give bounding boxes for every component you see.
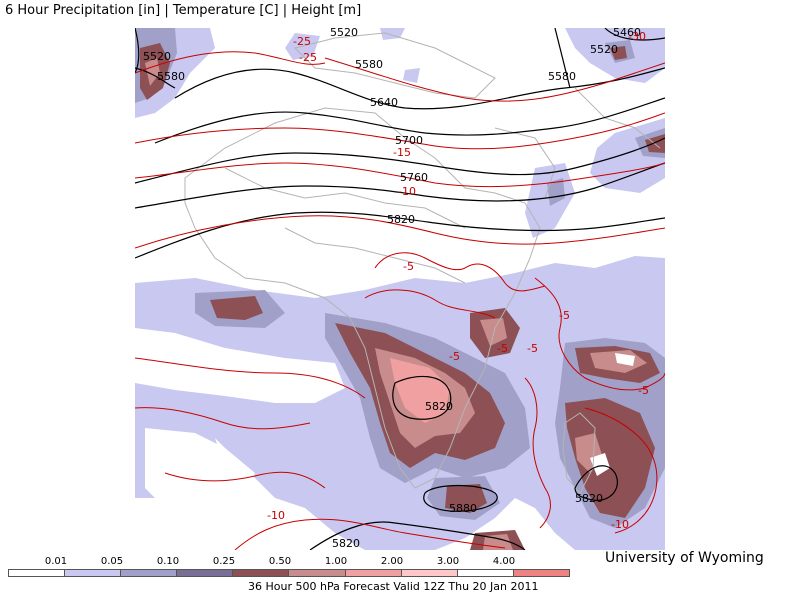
height-label: 5640 [370,96,398,109]
height-label: 5760 [400,171,428,184]
height-label: 5520 [330,28,358,39]
temperature-label: -25 [299,51,317,64]
legend-swatch [121,570,178,576]
temperature-contours [135,51,665,550]
legend-swatch [289,570,346,576]
temperature-label: -25 [293,35,311,48]
temperature-label: -15 [393,146,411,159]
legend-swatch [457,570,514,576]
legend-swatch [233,570,290,576]
legend-swatch [401,570,458,576]
height-label: 5460 [613,28,641,39]
legend-label: 0.50 [268,556,292,567]
forecast-valid-label: 36 Hour 500 hPa Forecast Valid 12Z Thu 2… [248,580,539,593]
height-label: 5880 [449,502,477,515]
legend-label: 0.25 [212,556,236,567]
temperature-label: -30 [628,30,646,43]
legend-swatch [513,570,569,576]
precipitation-field [135,28,665,550]
height-label: 5580 [355,58,383,71]
legend-labels: 0.01 0.05 0.10 0.25 0.50 1.00 2.00 3.00 … [8,556,568,568]
legend-label: 0.01 [44,556,68,567]
height-contours [135,28,665,550]
height-label: 5820 [387,213,415,226]
temperature-label: -5 [559,309,570,322]
temperature-label: -5 [527,342,538,355]
legend-label: 1.00 [324,556,348,567]
temperature-label: -10 [267,509,285,522]
legend-swatch [345,570,402,576]
height-label: 5580 [548,70,576,83]
height-label: 5580 [157,70,185,83]
credit-label: University of Wyoming [605,550,764,566]
legend-label: 2.00 [380,556,404,567]
temperature-label: -5 [638,384,649,397]
temperature-labels: -25 -25 -30 -15 -10 -5 -5 -5 -5 -5 -5 -1… [267,30,649,531]
temperature-label: -10 [398,185,416,198]
legend-swatch [177,570,234,576]
temperature-label: -5 [497,342,508,355]
forecast-map: 5520 5580 5520 5460 5520 5580 5580 5640 … [135,28,665,550]
legend-swatch [65,570,122,576]
height-label: 5820 [332,537,360,550]
height-label: 5520 [143,50,171,63]
temperature-label: -5 [403,260,414,273]
legend-swatch [9,570,66,576]
height-label: 5700 [395,134,423,147]
height-labels: 5520 5580 5520 5460 5520 5580 5580 5640 … [143,28,641,550]
height-label: 5820 [575,492,603,505]
legend-label: 0.05 [100,556,124,567]
legend-label: 4.00 [492,556,516,567]
chart-title: 6 Hour Precipitation [in] | Temperature … [5,3,362,18]
height-label: 5520 [590,43,618,56]
legend-label: 3.00 [436,556,460,567]
height-label: 5820 [425,400,453,413]
legend-label: 0.10 [156,556,180,567]
temperature-label: -10 [611,518,629,531]
temperature-label: -5 [449,350,460,363]
precipitation-legend-bar [8,569,570,577]
